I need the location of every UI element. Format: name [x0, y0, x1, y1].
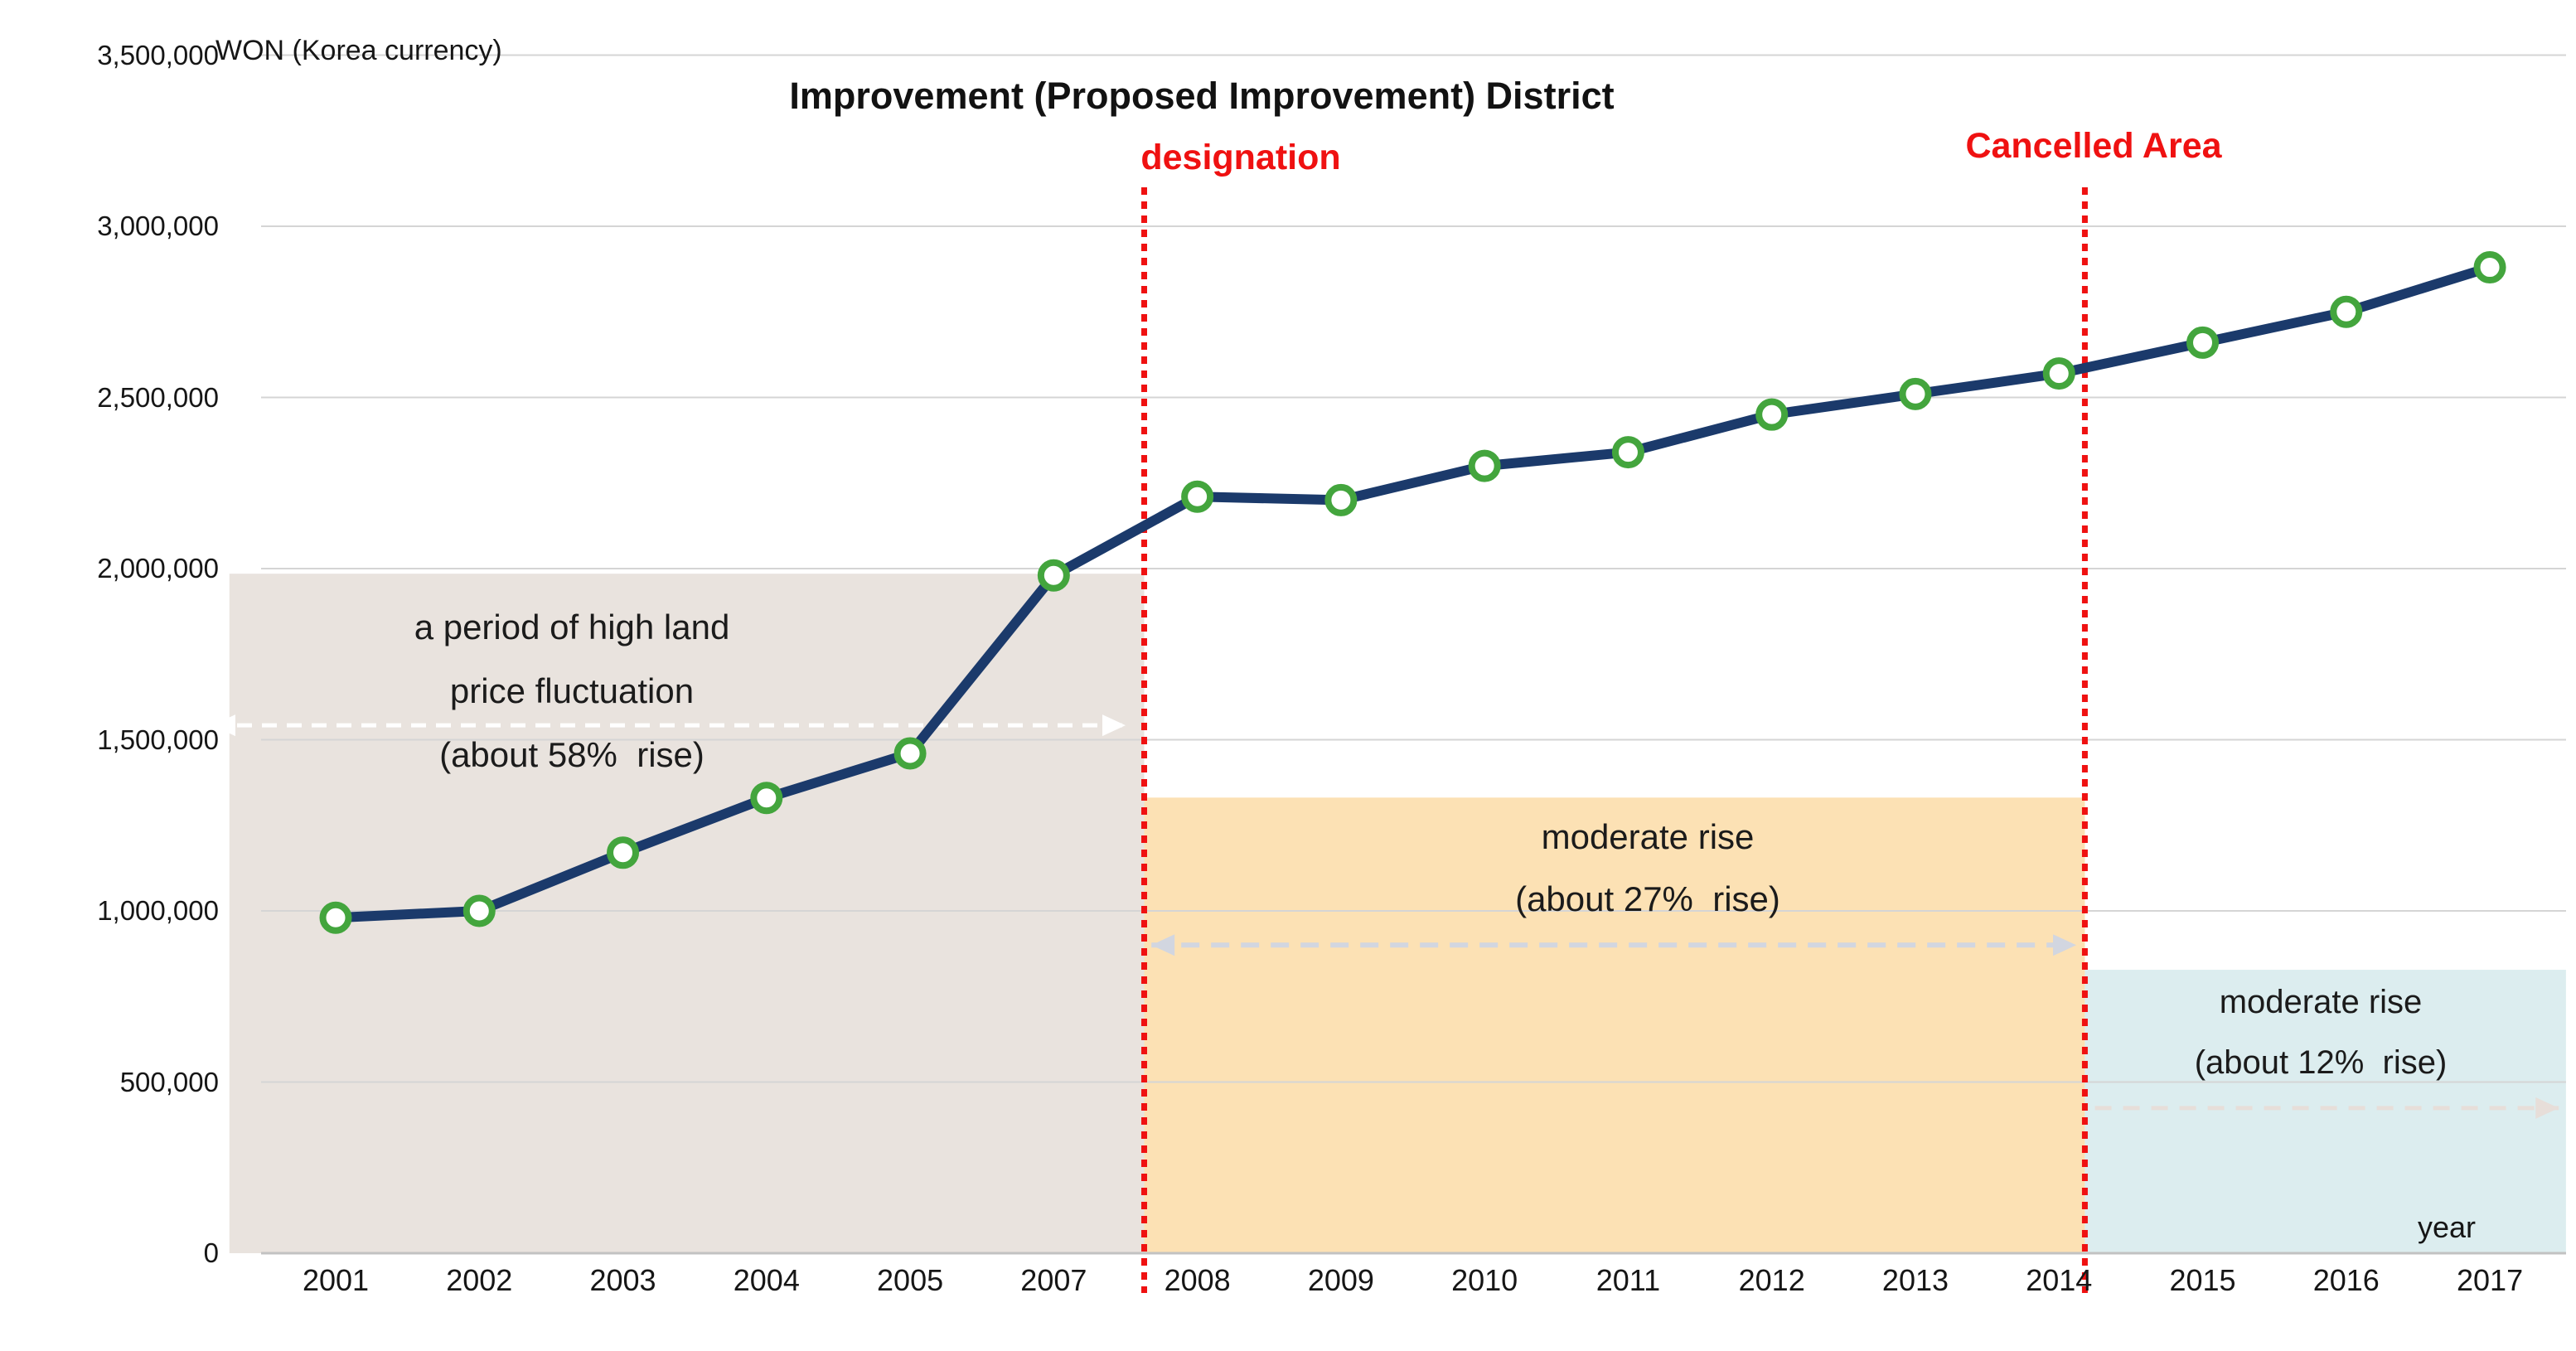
designation-label: designation: [1140, 138, 1341, 177]
moderate-12-annotation: moderate rise (about 12% rise): [2195, 972, 2448, 1093]
x-tick-label: 2004: [733, 1263, 800, 1297]
arrowhead-right: [2053, 934, 2077, 956]
annotation-line: moderate rise: [1541, 817, 1755, 856]
data-point-2015: [2186, 326, 2220, 359]
arrowhead-left: [211, 714, 235, 737]
x-tick-label: 2009: [1307, 1263, 1374, 1297]
y-tick-label: 500,000: [119, 1066, 219, 1097]
y-tick-label: 2,000,000: [97, 553, 219, 583]
x-tick-label: 2005: [877, 1263, 944, 1297]
annotation-line: a period of high land: [414, 608, 730, 646]
data-point-2014: [2042, 357, 2075, 390]
arrowhead-left: [1151, 934, 1175, 956]
x-tick-label: 2010: [1451, 1263, 1518, 1297]
y-tick-label: 3,000,000: [97, 211, 219, 241]
data-point-2013: [1899, 377, 1932, 410]
x-tick-label: 2012: [1738, 1263, 1805, 1297]
x-tick-label: 2008: [1164, 1263, 1231, 1297]
x-tick-label: 2001: [302, 1263, 370, 1297]
data-point-2004: [750, 782, 783, 815]
x-tick-label: 2016: [2312, 1263, 2380, 1297]
annotation-line: (about 12% rise): [2194, 1044, 2448, 1081]
moderate-27-region: [1144, 797, 2085, 1253]
x-tick-label: 2014: [2026, 1263, 2093, 1297]
x-tick-label: 2007: [1020, 1263, 1087, 1297]
data-point-2007: [1037, 559, 1070, 592]
data-point-2003: [607, 836, 640, 869]
high-fluctuation-annotation: a period of high land price fluctuation …: [414, 595, 730, 787]
y-tick-label: 2,500,000: [97, 381, 219, 413]
y-tick-label: 1,500,000: [97, 724, 219, 755]
data-point-2012: [1755, 398, 1789, 431]
price-line-series: [319, 251, 2506, 934]
shaded-regions: [229, 574, 2566, 1253]
moderate-27-annotation: moderate rise (about 27% rise): [1515, 806, 1780, 930]
annotation-line: (about 27% rise): [1515, 879, 1780, 918]
data-point-2010: [1468, 449, 1501, 482]
data-point-2002: [462, 894, 496, 927]
annotation-line: moderate rise: [2219, 984, 2423, 1020]
x-tick-label: 2002: [446, 1263, 513, 1297]
data-point-2011: [1611, 436, 1644, 469]
x-tick-label: 2015: [2169, 1263, 2236, 1297]
x-axis-title: year: [2417, 1210, 2477, 1244]
x-tick-label: 2011: [1595, 1263, 1661, 1297]
data-point-2016: [2330, 295, 2363, 328]
data-point-2008: [1181, 480, 1214, 513]
span-arrows: [211, 714, 2559, 1119]
chart-title: Improvement (Proposed Improvement) Distr…: [789, 75, 1615, 117]
annotation-line: price fluctuation: [449, 671, 695, 710]
gridlines: [261, 54, 2566, 1255]
annotation-line: (about 58% rise): [439, 735, 705, 774]
moderate-12-region: [2085, 970, 2566, 1253]
y-axis-unit-label: WON (Korea currency): [215, 35, 502, 66]
cancelled-area-label: Cancelled Area: [1965, 126, 2222, 166]
x-tick-label: 2013: [1881, 1263, 1949, 1297]
data-point-2009: [1324, 483, 1358, 516]
arrowhead-right: [1102, 714, 1126, 737]
y-tick-label: 1,000,000: [97, 895, 219, 926]
price-line: [331, 262, 2496, 923]
y-tick-label: 0: [203, 1237, 219, 1268]
data-point-2001: [319, 901, 352, 934]
y-tick-label: 3,500,000: [97, 39, 219, 70]
arrowhead-right: [2535, 1097, 2559, 1119]
data-point-2005: [893, 737, 927, 770]
data-point-2017: [2473, 251, 2506, 284]
x-tick-label: 2017: [2457, 1263, 2524, 1297]
x-tick-label: 2003: [589, 1263, 656, 1297]
